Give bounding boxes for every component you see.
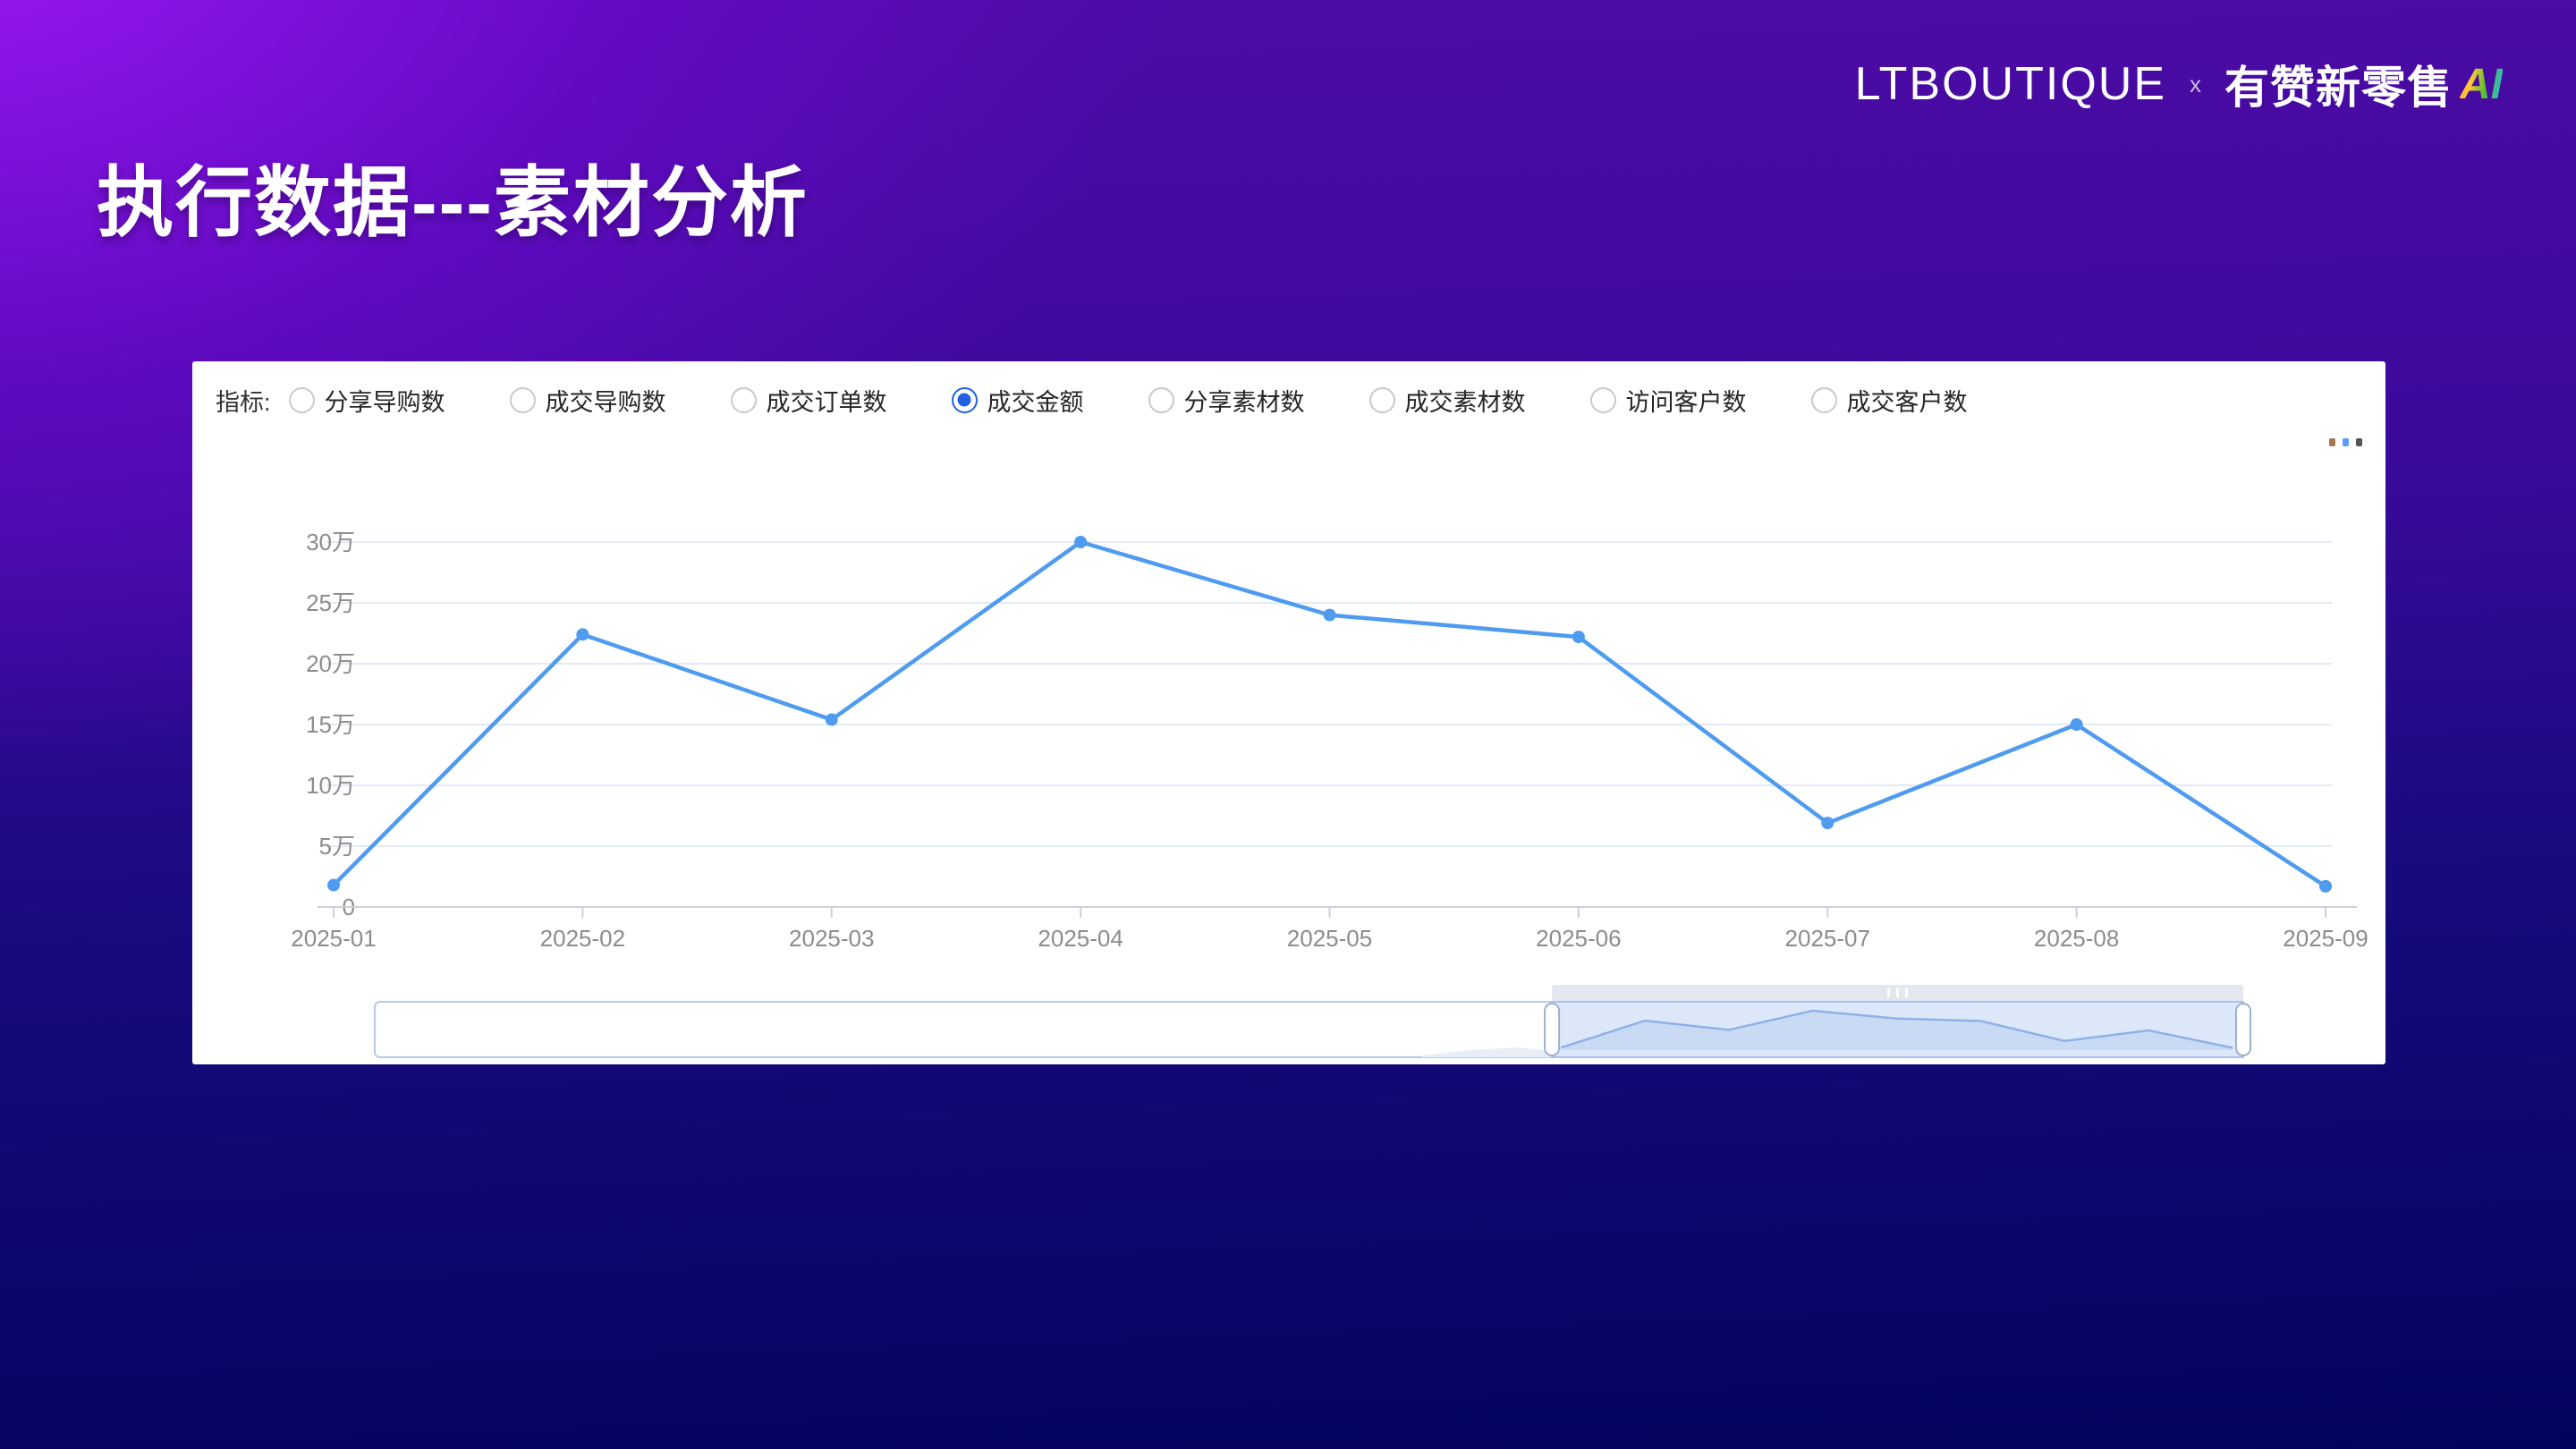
y-axis-tick-label: 15万: [306, 711, 355, 738]
metric-radio-label: 成交素材数: [1404, 388, 1526, 416]
data-point[interactable]: [825, 713, 838, 726]
x-axis-tick-label: 2025-02: [540, 925, 625, 952]
brand-youzan: 有赞新零售: [2224, 63, 2453, 113]
data-point[interactable]: [1323, 608, 1336, 622]
radio-icon[interactable]: [730, 386, 757, 413]
datazoom-left-handle[interactable]: [1544, 1003, 1561, 1056]
data-point[interactable]: [327, 878, 340, 892]
y-axis-tick-label: 25万: [306, 589, 355, 616]
radio-icon[interactable]: [509, 386, 536, 413]
y-axis-tick-label: 20万: [306, 650, 355, 677]
metric-radio-label: 成交客户数: [1846, 388, 1968, 416]
metric-label: 指标:: [216, 388, 271, 416]
metric-radio-分享素材数[interactable]: 分享素材数: [1148, 383, 1305, 418]
metric-radio-分享导购数[interactable]: 分享导购数: [288, 383, 445, 418]
radio-icon[interactable]: [1810, 386, 1837, 413]
radio-selected-icon[interactable]: [951, 386, 978, 413]
metric-radio-label: 分享导购数: [324, 388, 445, 416]
analytics-card: 指标: 分享导购数 成交导购数 成交订单数 成交金额 分享素材数 成交素材数 访问客户数 成交…: [192, 361, 2385, 1064]
metric-radio-成交导购数[interactable]: 成交导购数: [509, 383, 666, 418]
more-dot: [2343, 438, 2349, 446]
x-axis-tick-label: 2025-06: [1536, 925, 1621, 952]
data-point[interactable]: [1572, 631, 1585, 644]
metric-radio-label: 访问客户数: [1625, 388, 1747, 416]
x-axis-tick-label: 2025-08: [2034, 925, 2119, 952]
x-axis-tick-label: 2025-05: [1287, 925, 1372, 952]
data-point[interactable]: [2070, 718, 2083, 731]
brand-separator: x: [2190, 70, 2201, 97]
series-line-成交金额: [331, 539, 2328, 889]
metric-radio-label: 成交导购数: [545, 388, 666, 416]
youzan-ai-logo-icon: AI: [2460, 60, 2503, 108]
x-axis-tick-label: 2025-07: [1785, 925, 1870, 952]
data-point[interactable]: [576, 628, 589, 641]
data-point[interactable]: [1821, 817, 1835, 830]
brand-header: LTBOUTIQUE x 有赞新零售 AI: [1855, 52, 2503, 116]
x-axis-tick-label: 2025-01: [291, 925, 376, 952]
more-dot: [2329, 438, 2335, 446]
datazoom-shadow-dim: [1422, 1047, 1553, 1057]
datazoom-preview-line: [1560, 1009, 2233, 1049]
x-axis-tick-label: 2025-04: [1038, 925, 1123, 952]
metric-radio-成交订单数[interactable]: 成交订单数: [730, 383, 887, 418]
x-axis-tick-label: 2025-03: [789, 925, 874, 952]
y-axis-tick-label: 10万: [306, 772, 355, 799]
brand-ltboutique: LTBOUTIQUE: [1854, 58, 2166, 110]
page-title: 执行数据---素材分析: [97, 160, 809, 246]
data-point[interactable]: [2319, 879, 2332, 893]
datazoom-preview-area: [1561, 1011, 2233, 1050]
data-point[interactable]: [1074, 536, 1088, 548]
radio-icon[interactable]: [1589, 386, 1616, 413]
metric-radio-label: 成交订单数: [766, 388, 887, 416]
y-axis-tick-label: 5万: [319, 833, 355, 860]
metric-selector-row: 指标: 分享导购数 成交导购数 成交订单数 成交金额 分享素材数 成交素材数 访问客户数 成交…: [216, 383, 2350, 417]
more-dot: [2356, 438, 2362, 446]
radio-icon[interactable]: [288, 386, 315, 413]
metric-radio-成交素材数[interactable]: 成交素材数: [1368, 383, 1526, 418]
metric-radio-成交客户数[interactable]: 成交客户数: [1810, 383, 1968, 418]
metric-radio-label: 分享素材数: [1183, 388, 1305, 416]
radio-icon[interactable]: [1368, 386, 1395, 413]
metric-radio-label: 成交金额: [987, 388, 1084, 416]
datazoom-right-handle[interactable]: [2235, 1003, 2251, 1056]
metric-radio-访问客户数[interactable]: 访问客户数: [1589, 383, 1747, 418]
x-axis-tick-label: 2025-09: [2283, 925, 2368, 952]
metric-radio-成交金额[interactable]: 成交金额: [951, 383, 1084, 418]
radio-icon[interactable]: [1148, 386, 1174, 413]
y-axis-tick-label: 30万: [306, 529, 355, 555]
more-menu-icon[interactable]: [2322, 438, 2362, 446]
